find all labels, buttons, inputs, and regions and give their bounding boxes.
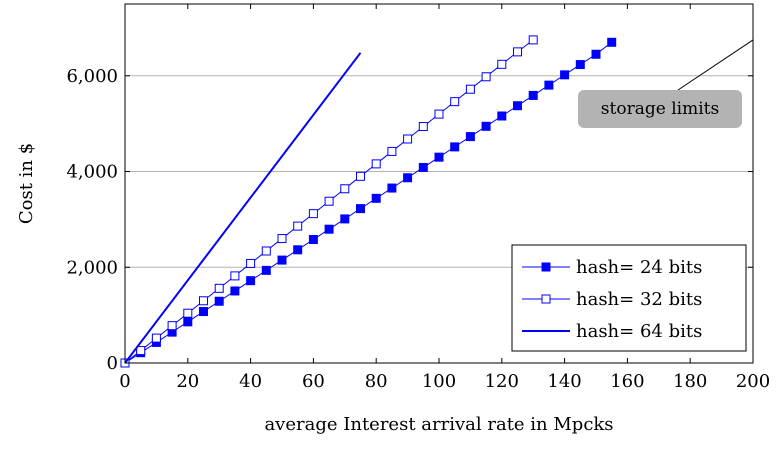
data-point-s0-28 [560,70,570,80]
series-0 [120,37,617,368]
annotation-box [578,90,742,128]
x-tick-label-9: 180 [673,371,707,392]
data-point-s1-6 [214,283,224,293]
legend-entry-0: hash= 24 bits [522,257,702,278]
data-point-s1-15 [356,171,365,181]
data-point-s0-12 [308,235,318,245]
x-tick-label-8: 160 [610,371,644,392]
annotation-storage-limits: storage limits [601,99,719,119]
data-point-s1-18 [403,134,413,144]
data-point-s0-14 [340,214,350,224]
y-tick-label-2: 4,000 [66,162,118,183]
series-line-2 [124,52,362,364]
data-point-s1-13 [324,196,334,206]
x-axis-label: average Interest arrival rate in Mpcks [264,414,613,435]
y-axis-label: Cost in $ [16,143,37,224]
y-tick-label-0: 0 [107,353,118,374]
legend-label-0: hash= 24 bits [576,257,702,278]
data-point-s0-23 [481,121,491,131]
legend-entry-2: hash= 64 bits [522,321,702,342]
x-tick-label-2: 40 [239,371,262,392]
data-point-s0-21 [450,142,460,152]
data-point-s0-22 [465,132,475,142]
data-point-s1-5 [199,296,208,306]
data-point-s0-8 [246,276,256,286]
x-tick-label-7: 140 [547,371,581,392]
y-tick-label-1: 2,000 [66,257,118,278]
data-point-s0-4 [183,317,193,327]
data-point-s1-12 [308,209,318,219]
data-point-s0-10 [277,255,287,265]
annotation-leader-line [677,39,754,91]
data-point-s1-20 [434,109,444,119]
data-point-s1-9 [261,246,271,256]
data-point-s0-7 [230,286,240,296]
data-point-s0-24 [497,111,507,121]
data-point-s0-30 [591,49,601,59]
data-point-s0-27 [544,80,554,90]
data-point-s1-1 [136,346,146,356]
data-point-s1-11 [293,221,303,231]
data-point-s0-9 [261,265,271,275]
data-point-s1-21 [450,97,460,107]
data-point-s0-25 [513,101,522,111]
x-tick-label-3: 60 [302,371,325,392]
legend-label-2: hash= 64 bits [576,321,702,342]
series-1 [120,35,538,368]
data-point-s1-14 [340,184,350,194]
x-tick-label-1: 20 [176,371,199,392]
data-point-s0-17 [387,183,397,193]
x-tick-label-0: 0 [119,371,130,392]
data-point-s1-7 [230,271,240,281]
data-point-s1-3 [167,321,177,331]
data-point-s1-25 [513,47,522,57]
legend-box [511,244,747,352]
data-point-s1-16 [371,159,381,169]
data-point-s0-11 [293,245,303,255]
data-point-s0-29 [575,60,585,70]
annotation-layer: storage limits [578,39,754,128]
data-point-s1-4 [183,308,193,318]
data-point-s1-26 [528,35,538,45]
series-layer [120,35,617,368]
data-point-s1-2 [151,333,161,343]
data-point-s0-31 [607,37,617,47]
x-tick-label-6: 120 [485,371,519,392]
x-tick-label-4: 80 [365,371,388,392]
legend-swatch-marker-1 [541,294,551,304]
legend-swatch-marker-0 [541,262,551,272]
legend-label-1: hash= 32 bits [576,289,702,310]
data-point-s0-13 [324,224,334,234]
data-point-s0-16 [371,193,381,203]
series-2 [124,52,362,364]
data-point-s0-18 [403,173,413,183]
data-point-s1-24 [497,59,507,69]
data-point-s1-10 [277,234,287,244]
data-point-s1-22 [465,84,475,94]
data-point-s0-15 [356,204,365,214]
data-point-s1-23 [481,72,491,82]
data-point-s1-17 [387,146,397,156]
x-tick-label-10: 200 [736,371,770,392]
data-point-s0-20 [434,152,444,162]
y-tick-label-3: 6,000 [66,66,118,87]
data-point-s1-19 [418,122,428,132]
axis-ticks: 0 20 40 60 80 100 120 140 160 180 200 0 2,000 4,000 6,… [66,4,770,392]
x-tick-label-5: 100 [422,371,456,392]
data-point-s1-8 [246,258,256,268]
data-point-s0-5 [199,307,208,317]
legend: hash= 24 bits hash= 32 bits hash= 64 bits [511,244,747,352]
data-point-s0-19 [418,162,428,172]
data-point-s0-26 [528,90,538,100]
data-point-s0-6 [214,296,224,306]
legend-entry-1: hash= 32 bits [522,289,702,310]
